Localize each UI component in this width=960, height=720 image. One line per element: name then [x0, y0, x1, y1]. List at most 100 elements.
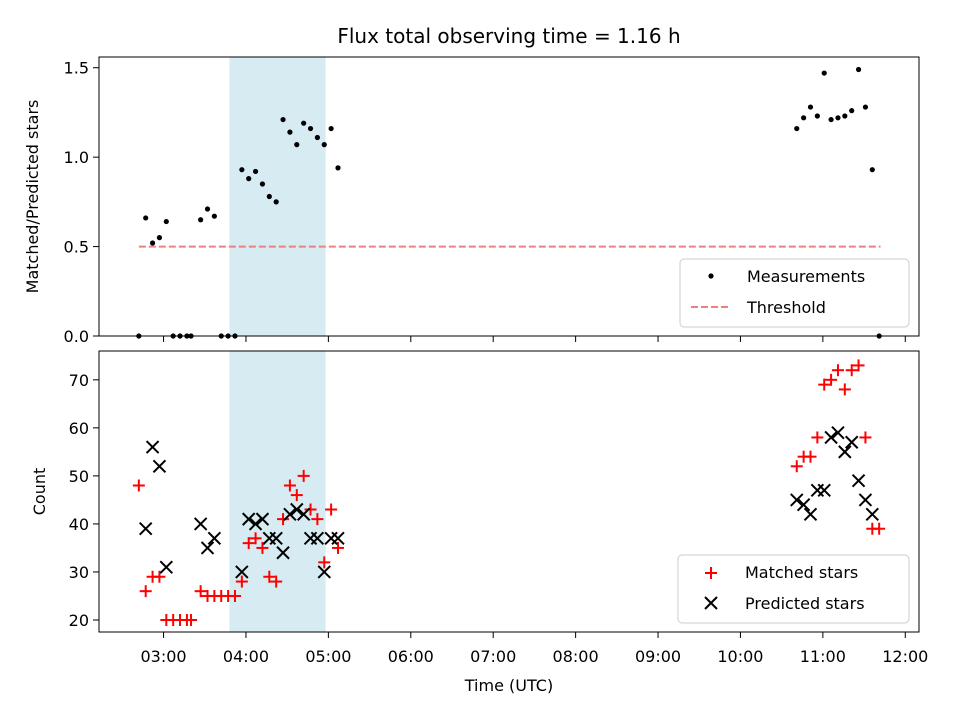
bottom-legend-box	[677, 554, 910, 624]
predicted-star-point	[310, 531, 325, 546]
top-axes-frame	[98, 56, 920, 337]
bottom-ytick-label: 60	[69, 419, 89, 438]
matched-star-point	[331, 541, 344, 554]
matched-star-point	[185, 613, 198, 626]
measurement-point	[273, 199, 279, 205]
measurement-point	[280, 116, 286, 123]
predicted-star-point	[810, 483, 825, 498]
predicted-star-point	[145, 440, 160, 454]
measurement-point	[835, 115, 841, 121]
predicted-star-point	[838, 445, 852, 459]
matched-star-point	[283, 479, 296, 492]
legend-predicted-marker	[704, 596, 718, 610]
bottom-highlight-band	[229, 351, 326, 632]
measurement-point	[807, 104, 814, 110]
predicted-star-point	[200, 541, 215, 555]
measurement-point	[301, 120, 307, 126]
measurement-point	[287, 129, 293, 135]
measurement-point	[849, 108, 855, 114]
measurement-point	[328, 125, 334, 132]
matched-star-point	[277, 513, 290, 526]
predicted-star-point	[290, 502, 304, 517]
predicted-star-point	[324, 531, 338, 546]
measurement-point	[156, 235, 163, 241]
predicted-star-point	[851, 473, 866, 488]
bottom-ytick-label: 30	[69, 563, 89, 582]
matched-star-point	[838, 383, 851, 396]
matched-star-point	[153, 570, 166, 583]
chart-title: Flux total observing time = 1.16 h	[337, 24, 680, 48]
predicted-star-point	[824, 430, 838, 445]
predicted-star-point	[796, 498, 811, 512]
measurement-point	[294, 142, 300, 148]
bottom-xtick-label: 03:00	[141, 647, 187, 666]
matched-star-point	[825, 373, 838, 386]
legend-measurement-marker	[708, 273, 714, 279]
legend-predicted-label: Predicted stars	[745, 594, 865, 613]
bottom-panel: 20 30 40 50 60 70 03:00 04:00 05:00 06:00 07:00 08…	[30, 350, 928, 695]
matched-star-point	[831, 364, 844, 377]
measurement-point	[307, 125, 314, 132]
predicted-star-point	[831, 425, 845, 440]
predicted-star-point	[159, 560, 174, 574]
top-legend: Measurements Threshold	[679, 258, 910, 328]
predicted-star-point	[803, 507, 818, 522]
measurement-point	[246, 176, 252, 182]
legend-matched-label: Matched stars	[745, 563, 858, 582]
matched-star-point	[256, 541, 269, 554]
legend-threshold-label: Threshold	[746, 298, 826, 317]
measurement-point	[163, 218, 169, 225]
matched-star-point	[235, 575, 248, 588]
matched-star-point	[318, 556, 331, 569]
bottom-xtick-label: 10:00	[717, 647, 763, 666]
measurement-point	[814, 113, 820, 119]
measurement-point	[862, 104, 869, 110]
measurement-point	[794, 125, 800, 132]
bottom-xtick-label: 12:00	[882, 647, 928, 666]
measurement-point	[855, 66, 862, 73]
measurement-point	[314, 134, 320, 141]
predicted-star-point	[248, 517, 263, 531]
measurement-point	[204, 206, 211, 212]
bottom-ytick-label: 50	[69, 467, 89, 486]
matched-star-point	[242, 537, 255, 550]
predicted-star-point	[276, 546, 290, 560]
matched-star-point	[811, 431, 824, 444]
predicted-star-point	[296, 507, 311, 522]
predicted-star-point	[817, 483, 831, 498]
predicted-star-point	[255, 512, 270, 526]
matched-star-point	[290, 489, 303, 502]
measurement-point	[321, 142, 327, 148]
predicted-star-point	[283, 507, 297, 522]
predicted-star-point	[193, 517, 208, 531]
bottom-xtick-label: 11:00	[800, 647, 846, 666]
top-highlight-band	[229, 57, 326, 336]
measurement-point	[842, 113, 848, 119]
bottom-ytick-label: 70	[69, 371, 89, 390]
matched-star-point	[859, 431, 872, 444]
measurement-point	[143, 215, 149, 221]
measurement-point	[259, 181, 266, 187]
predicted-star-point	[207, 531, 222, 546]
top-ytick-label: 0.5	[64, 238, 89, 257]
top-ytick-label: 0.0	[64, 327, 89, 346]
predicted-star-point	[858, 493, 873, 507]
matched-star-point	[790, 460, 803, 473]
matched-star-point	[845, 364, 858, 377]
predicted-star-point	[317, 565, 331, 579]
matched-star-point	[304, 503, 317, 516]
matched-star-point	[263, 570, 276, 583]
matched-star-point	[132, 479, 145, 492]
predicted-star-point	[138, 522, 153, 536]
legend-matched-marker	[705, 567, 717, 579]
measurement-point	[821, 70, 827, 76]
top-ytick-label: 1.0	[64, 148, 89, 167]
predicted-star-point	[242, 512, 256, 526]
measurement-point	[828, 116, 834, 123]
bottom-xtick-label: 04:00	[223, 647, 269, 666]
bottom-y-axis-label: Count	[30, 468, 49, 516]
measurement-point	[801, 115, 807, 121]
matched-star-point	[270, 575, 283, 588]
measurement-point	[335, 165, 341, 171]
